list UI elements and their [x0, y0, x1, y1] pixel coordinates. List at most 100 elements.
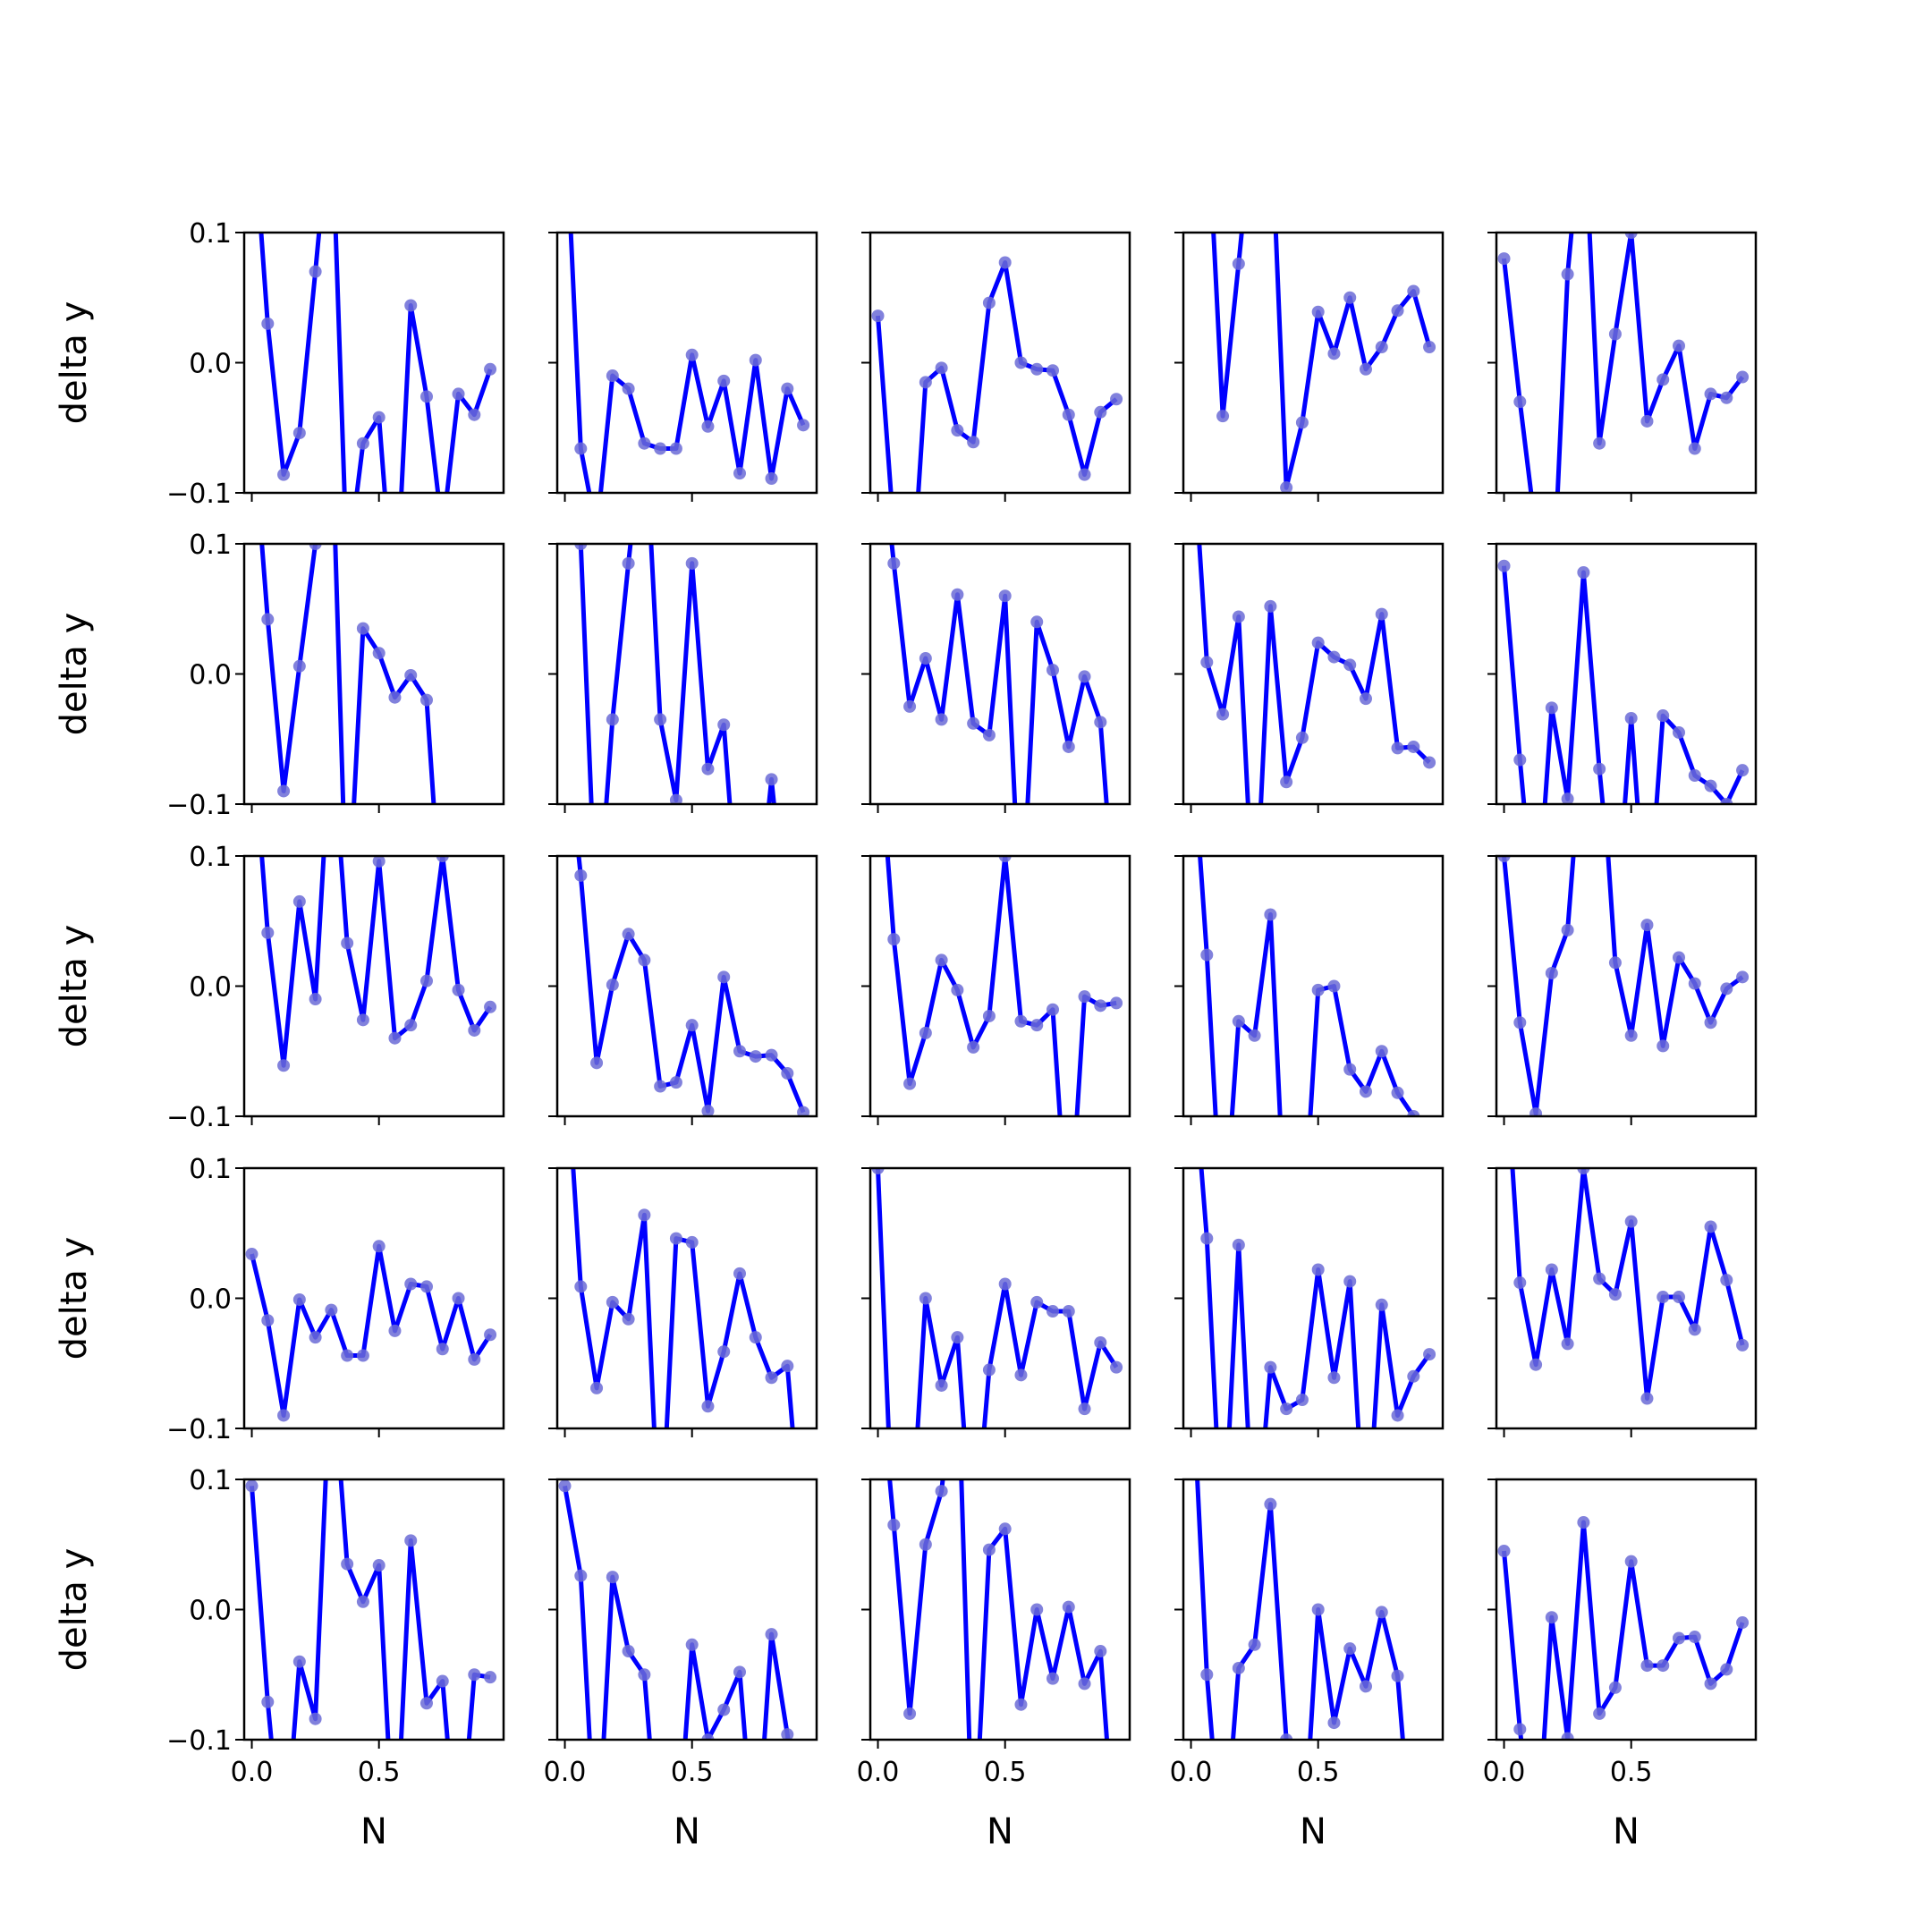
series-line: [889, 544, 1109, 804]
data-point: [1688, 1631, 1701, 1644]
data-point: [1375, 1045, 1388, 1058]
axes-frame: [242, 1478, 505, 1741]
data-point: [717, 1703, 731, 1716]
data-point: [717, 718, 731, 732]
series-group: [558, 1479, 794, 1877]
y-axis-label: delta y: [54, 925, 95, 1048]
y-tick-label: −0.1: [166, 479, 232, 510]
data-point: [967, 1864, 979, 1877]
data-point: [701, 1733, 715, 1740]
x-axis-label: N: [1613, 1811, 1640, 1852]
series-line: [1502, 233, 1745, 493]
data-point: [903, 617, 916, 630]
data-point: [701, 419, 715, 433]
data-point: [388, 617, 401, 630]
data-point: [1296, 1864, 1309, 1877]
data-point: [1672, 951, 1685, 964]
data-point: [1672, 339, 1685, 352]
data-point: [685, 348, 699, 361]
subplot-3-1: −0.1 0.0 0.1 delta y: [54, 842, 505, 1133]
data-point: [1545, 701, 1558, 715]
data-point: [1200, 1232, 1214, 1245]
data-point: [436, 856, 449, 862]
subplot-5-4: 0.0 0.5 N: [1170, 1478, 1445, 1877]
data-point: [1391, 1086, 1404, 1099]
data-point: [871, 1168, 885, 1174]
data-point: [436, 928, 449, 941]
data-point: [1513, 753, 1527, 767]
data-point: [998, 589, 1012, 603]
data-point: [1688, 977, 1701, 990]
data-point: [1657, 1039, 1670, 1053]
data-point: [765, 773, 778, 786]
subplot-2-3: [861, 408, 1131, 813]
subplot-3-3: [861, 854, 1131, 1125]
data-point: [781, 382, 794, 395]
data-point: [1593, 1272, 1606, 1285]
series-line: [1197, 544, 1431, 804]
data-point: [1423, 1864, 1436, 1877]
data-point: [1232, 1238, 1245, 1251]
data-point: [685, 556, 699, 570]
data-point: [872, 408, 885, 420]
series-line: [876, 1168, 1119, 1428]
data-point: [1185, 408, 1198, 420]
data-point: [982, 1363, 996, 1377]
subplot-4-2: [548, 1166, 818, 1437]
series-group: [871, 1168, 1123, 1428]
data-point: [590, 928, 603, 941]
data-point: [797, 1106, 810, 1116]
data-point: [452, 387, 465, 401]
data-point: [261, 317, 275, 330]
series-line: [1502, 565, 1745, 804]
data-point: [356, 622, 369, 635]
data-point: [436, 1674, 449, 1688]
data-point: [1078, 1402, 1091, 1416]
data-point: [951, 983, 964, 996]
data-point: [1640, 919, 1654, 932]
data-point: [1391, 741, 1404, 755]
data-point: [559, 720, 572, 733]
data-point: [292, 894, 306, 908]
series-group: [1497, 1516, 1750, 1740]
data-point: [372, 647, 386, 660]
series-line: [885, 856, 1117, 1116]
data-point: [419, 1697, 433, 1710]
data-point: [1359, 1680, 1372, 1693]
data-point: [468, 1023, 481, 1037]
series-line: [571, 1168, 795, 1428]
data-point: [654, 1080, 667, 1093]
data-point: [1624, 1029, 1638, 1042]
data-point: [356, 1349, 369, 1362]
subplot-4-1: −0.1 0.0 0.1 delta y: [54, 1154, 505, 1445]
y-tick-label: −0.1: [166, 1725, 232, 1757]
data-point: [1657, 709, 1670, 723]
data-point: [1423, 756, 1436, 769]
data-point: [622, 1312, 635, 1326]
y-tick-label: −0.1: [166, 1414, 232, 1445]
data-point: [1249, 1553, 1261, 1565]
data-point: [404, 1534, 418, 1547]
data-point: [1360, 1553, 1372, 1565]
series-line: [563, 1485, 791, 1740]
y-tick-label: 0.1: [189, 842, 232, 873]
subplot-5-2: 0.0 0.5 N: [544, 1478, 818, 1877]
data-point: [1672, 1291, 1685, 1304]
data-point: [1423, 1348, 1436, 1361]
data-point: [1577, 1516, 1590, 1530]
data-point: [1545, 1263, 1558, 1276]
data-point: [982, 728, 996, 741]
data-point: [685, 1019, 699, 1032]
data-point: [982, 1009, 996, 1022]
data-point: [292, 1292, 306, 1306]
data-point: [1513, 1016, 1527, 1030]
data-point: [419, 390, 433, 403]
y-tick-label: 0.0: [189, 972, 232, 1004]
data-point: [998, 856, 1012, 862]
data-point: [1545, 966, 1558, 979]
data-point: [1185, 720, 1198, 733]
data-point: [951, 588, 964, 601]
data-point: [590, 1864, 603, 1877]
data-point: [1736, 370, 1750, 384]
data-point: [1545, 1611, 1558, 1624]
